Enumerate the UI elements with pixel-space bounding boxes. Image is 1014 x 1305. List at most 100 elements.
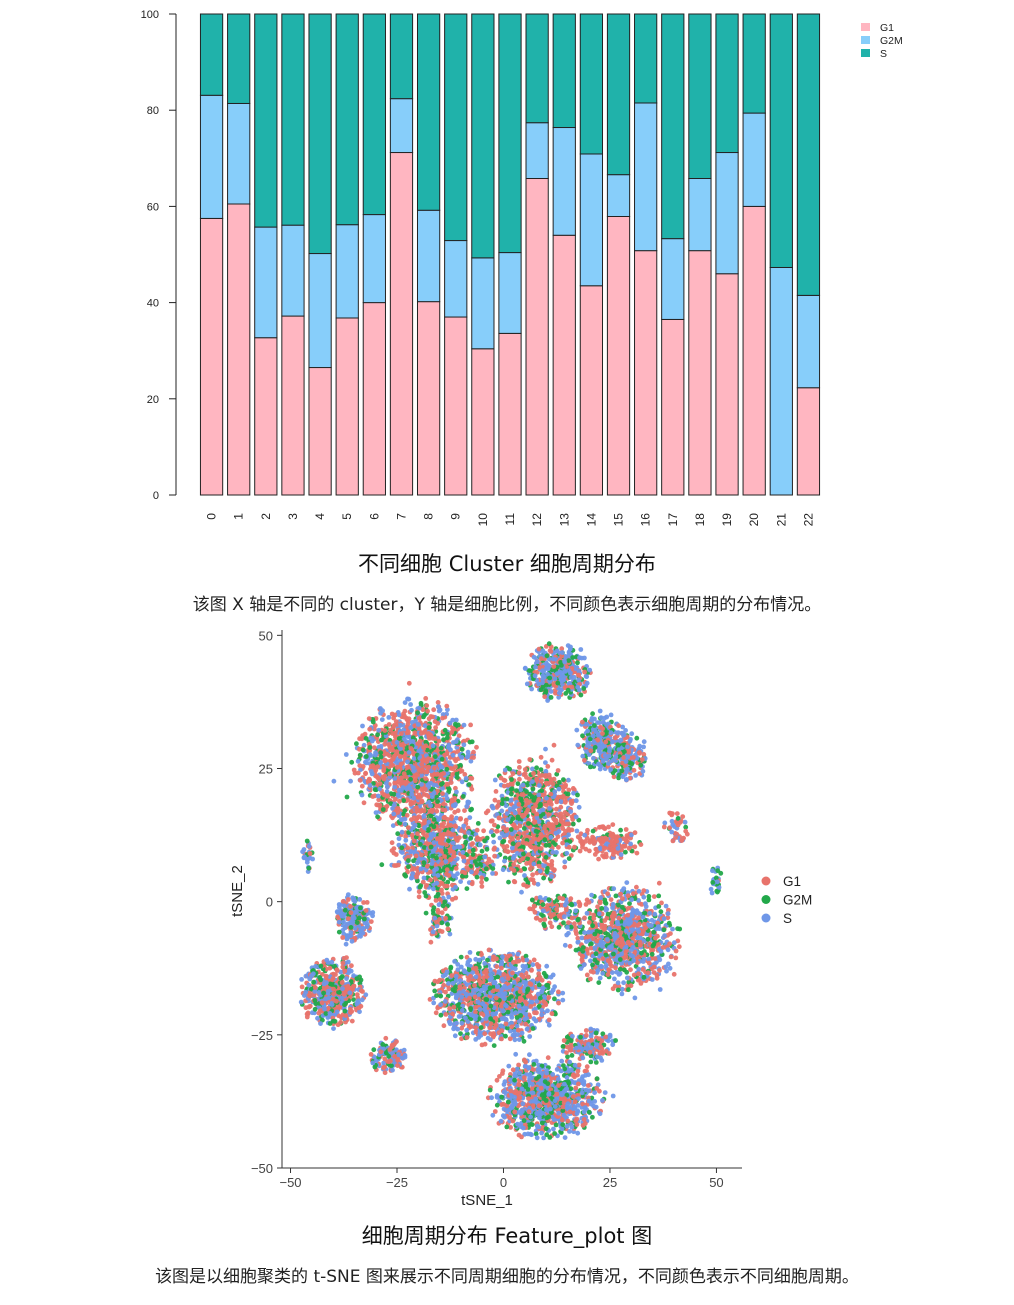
scatter-point-g1 [417,808,423,813]
scatter-point-g1 [520,856,525,862]
scatter-point-g1 [374,773,379,779]
scatter-point-g1 [471,749,476,755]
scatter-point-s [530,779,535,784]
scatter-point-s [615,730,621,736]
scatter-point-s [355,1000,360,1005]
bar-chart-description: 该图 X 轴是不同的 cluster，Y 轴是细胞比例，不同颜色表示细胞周期的分… [192,595,822,615]
scatter-point-g1 [419,762,425,767]
scatter-point-g1 [459,828,464,834]
scatter-point-s [409,788,414,794]
scatter-point-g1 [340,899,346,904]
scatter-point-g1 [549,859,555,864]
scatter-point-g2m [565,687,571,693]
scatter-point-g1 [367,726,373,732]
scatter-point-g1 [372,745,377,751]
scatter-point-g1 [370,763,376,768]
scatter-point-g2m [548,695,554,700]
x-tick-label: 14 [584,513,598,527]
scatter-point-s [553,830,559,836]
scatter-point-s [582,832,588,838]
scatter-point-g2m [415,784,421,790]
scatter-point-g1 [427,732,433,737]
scatter-point-s [633,773,638,778]
scatter-point-s [443,792,449,798]
scatter-point-s [461,823,467,829]
scatter-point-s [573,798,579,804]
scatter-point-g1 [432,765,437,771]
scatter-point-g1 [442,807,448,813]
scatter-point-g1 [448,823,454,828]
scatter-point-g1 [419,852,424,858]
scatter-point-s [499,831,505,836]
scatter-point-g2m [592,745,598,750]
scatter-point-s [670,822,676,828]
scatter-point-s [428,803,433,808]
scatter-point-g2m [514,788,519,793]
scatter-point-g1 [345,984,351,989]
scatter-point-s [708,886,714,892]
scatter-point-s [461,858,467,864]
scatter-point-s [412,822,418,828]
scatter-point-g1 [392,1054,398,1059]
scatter-point-g2m [375,814,380,820]
scatter-point-g1 [481,828,486,834]
x-tick-label: 13 [557,513,571,527]
scatter-point-g2m [375,732,380,738]
scatter-point-g2m [469,806,474,812]
scatter-point-s [456,844,461,850]
scatter-point-g2m [380,1042,386,1047]
scatter-point-g1 [403,780,409,786]
x-tick-label: 2 [259,513,273,520]
scatter-point-g2m [462,834,468,839]
scatter-point-g2m [379,737,384,743]
scatter-point-s [557,669,563,675]
scatter-point-s [453,884,458,890]
scatter-point-g1 [626,845,632,851]
scatter-point-g1 [382,758,388,764]
scatter-point-g2m [357,752,363,758]
scatter-point-g1 [345,916,351,922]
scatter-point-s [404,739,409,744]
scatter-point-g2m [460,794,466,799]
scatter-point-s [349,938,355,944]
scatter-point-s [402,1054,408,1060]
scatter-point-s [409,791,415,797]
scatter-point-g2m [426,725,432,730]
bar-segment-s [742,13,766,114]
scatter-point-g1 [510,837,515,842]
scatter-point-g1 [555,768,561,773]
scatter-point-s [618,852,624,857]
scatter-point-s [390,1067,395,1073]
scatter-point-g1 [416,894,422,900]
scatter-point-s [429,861,435,866]
scatter-point-g1 [375,764,381,769]
scatter-point-g2m [710,880,716,885]
bar-segment-g1 [199,217,224,496]
bar-segment-g1 [254,337,278,496]
scatter-points [298,641,724,1141]
scatter-point-g1 [351,767,357,773]
scatter-point-s [376,727,382,733]
scatter-point-g1 [536,863,542,869]
bar-segment-g1 [308,367,332,496]
scatter-point-g2m [435,799,440,804]
scatter-point-s [416,705,422,711]
scatter-point-g2m [417,884,423,890]
scatter-point-s [522,873,527,878]
scatter-point-g1 [641,752,647,757]
scatter-point-g2m [454,771,460,777]
scatter-point-g1 [349,1018,355,1024]
scatter-point-s [406,734,411,740]
scatter-point-g2m [378,754,384,760]
scatter-point-g1 [600,726,606,732]
scatter-point-g2m [570,821,576,827]
scatter-point-g1 [674,811,680,816]
scatter-point-s [298,999,304,1005]
scatter-point-g1 [384,751,390,757]
scatter-point-g1 [387,744,393,750]
scatter-point-g1 [488,818,494,824]
bar-segment-g2m [552,127,576,236]
scatter-point-g1 [543,773,548,778]
scatter-point-s [504,811,510,816]
